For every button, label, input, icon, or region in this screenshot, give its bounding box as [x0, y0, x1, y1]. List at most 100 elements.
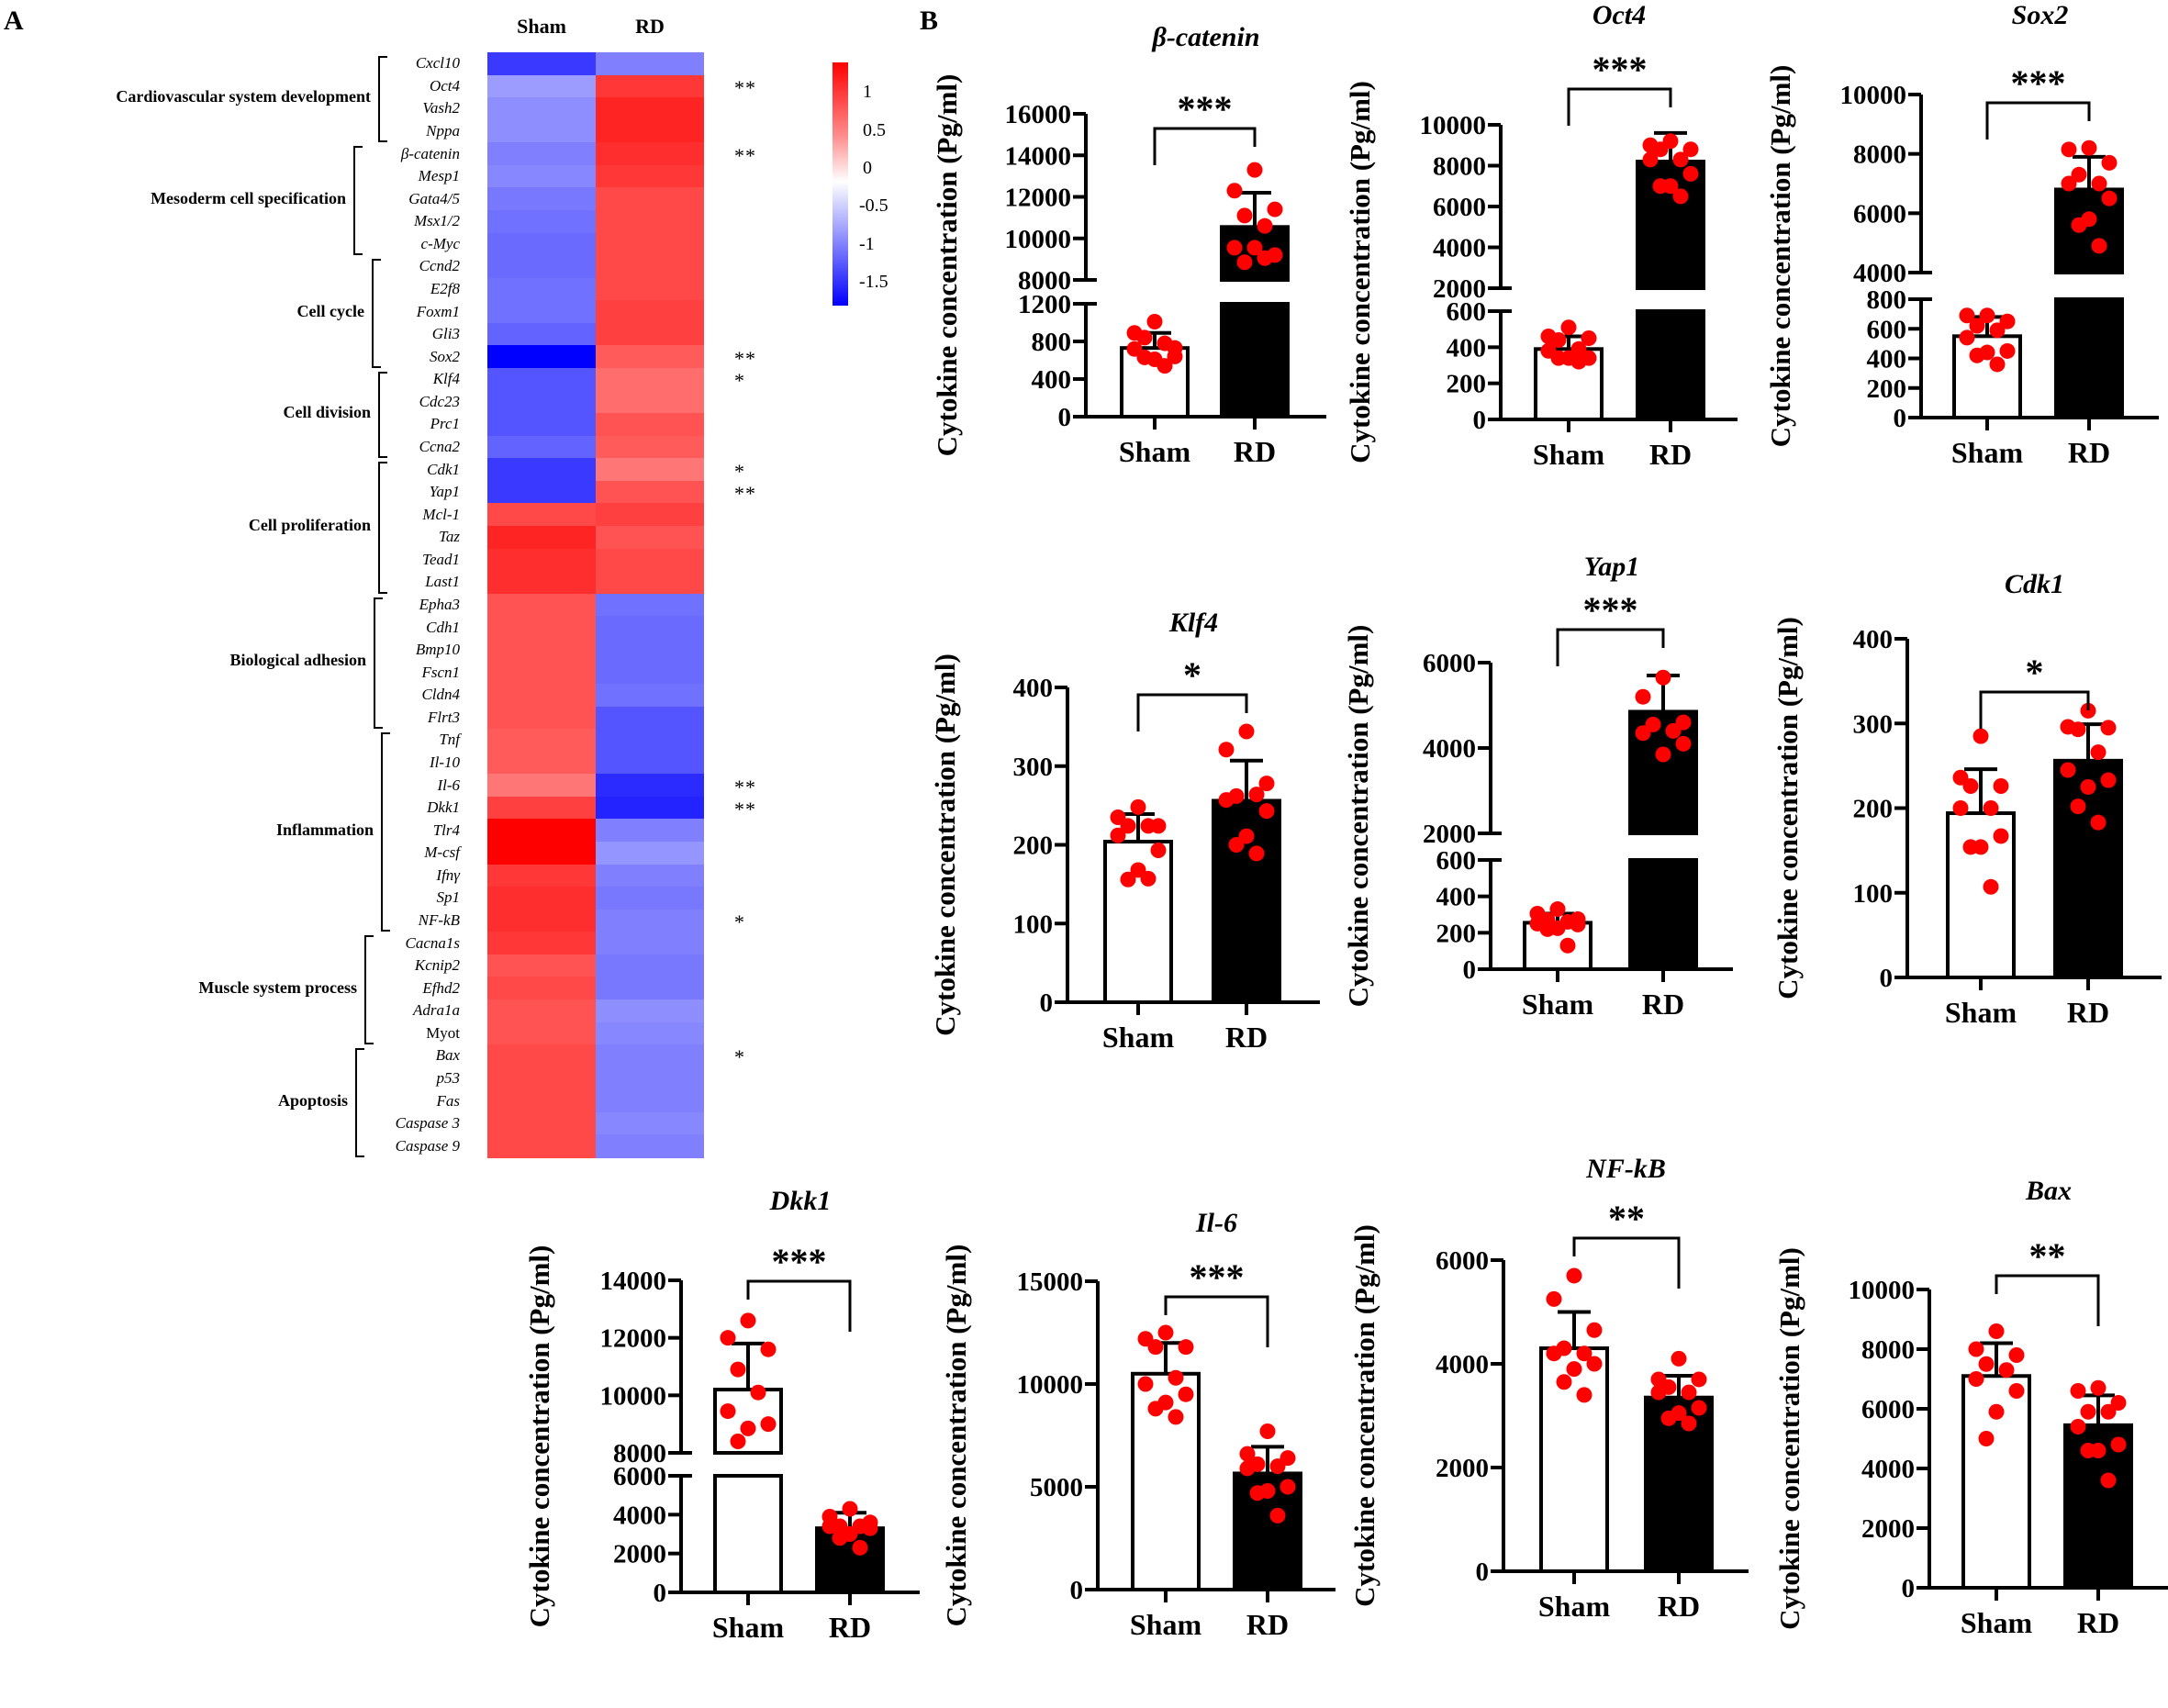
data-point [750, 1384, 766, 1401]
bar-rd-lower [1220, 302, 1290, 419]
heatmap-cell [596, 571, 704, 595]
data-point [1258, 803, 1275, 820]
data-point [1110, 809, 1126, 825]
data-point [1972, 728, 1989, 744]
heatmap-cell [596, 751, 704, 775]
heatmap-cell [596, 593, 704, 617]
heatmap-cell [487, 413, 596, 437]
x-tick-label: Sham [1538, 1590, 1611, 1623]
y-tick-label: 100 [1013, 910, 1054, 939]
data-point [1576, 1387, 1592, 1403]
heatmap-cell [487, 187, 596, 211]
group-bracket [378, 372, 387, 459]
gene-label: c-Myc [420, 234, 460, 252]
heatmap-cell [596, 390, 704, 414]
y-tick-label: 0 [1880, 964, 1894, 993]
data-point [1988, 1323, 2005, 1339]
data-point [1978, 1431, 1995, 1446]
bar-chart-oct4: Oct4 Cytokine concentration (Pg/ml) Sham RD… [1344, 0, 1738, 471]
data-point [1550, 350, 1567, 366]
y-tick-label: 200 [1013, 832, 1054, 861]
y-tick-label: 4000 [613, 1501, 666, 1530]
significance-bracket [1556, 628, 1665, 666]
colorbar-tick-label: -0.5 [859, 195, 888, 217]
gene-label: Fscn1 [421, 663, 460, 681]
data-point [1218, 742, 1235, 758]
group-bracket [364, 935, 374, 1045]
heatmap-cell [487, 322, 596, 346]
data-point [1157, 1324, 1174, 1341]
heatmap-cell [596, 796, 704, 820]
data-point [1989, 322, 2006, 339]
data-point [720, 1403, 736, 1420]
data-point [1136, 349, 1153, 365]
heatmap-cell [487, 210, 596, 234]
y-tick-label: 100 [1853, 879, 1894, 909]
data-point [1681, 1384, 1697, 1401]
chart-title: Dkk1 [769, 1186, 832, 1216]
data-point [2080, 1403, 2096, 1420]
group-label: Cell division [283, 403, 371, 422]
significance-bracket [1136, 693, 1248, 731]
heatmap-cell [596, 526, 704, 550]
heatmap-cell [596, 842, 704, 865]
data-point [2008, 1347, 2025, 1363]
heatmap-cell [487, 887, 596, 910]
group-label: Biological adhesion [229, 651, 366, 670]
data-point [1962, 778, 1979, 795]
group-bracket [372, 259, 381, 368]
heatmap-cell [487, 1111, 596, 1135]
significance-marker: ** [734, 346, 756, 370]
data-point [1246, 240, 1263, 256]
y-tick-label: 400 [1853, 625, 1894, 654]
data-point [1989, 356, 2006, 373]
chart-title: Oct4 [1592, 0, 1646, 30]
heatmap-cell [487, 661, 596, 685]
data-point [760, 1416, 777, 1433]
heatmap-cell [487, 999, 596, 1023]
heatmap-cell [596, 164, 704, 188]
chart-title: NF-kB [1585, 1154, 1666, 1184]
significance-bracket [1567, 87, 1672, 126]
heatmap-cell [596, 661, 704, 685]
y-tick-label: 0 [654, 1579, 667, 1608]
x-tick-label: RD [2077, 1606, 2119, 1639]
data-point [1539, 921, 1556, 937]
significance-bracket [1979, 690, 2090, 729]
heatmap-cell [487, 751, 596, 775]
data-point [1969, 347, 1985, 363]
gene-label: Dkk1 [427, 798, 460, 817]
data-point [1978, 1356, 1995, 1372]
significance-marker: ** [734, 775, 756, 798]
heatmap-cell [596, 616, 704, 640]
heatmap-cell [487, 232, 596, 256]
heatmap-cell [596, 774, 704, 798]
data-point [1691, 1400, 1707, 1416]
heatmap-cell [596, 1066, 704, 1090]
data-point [1671, 1350, 1687, 1367]
data-point [1136, 329, 1153, 346]
data-point [1983, 878, 1999, 895]
heatmap-cell [487, 52, 596, 76]
data-point [1660, 1410, 1677, 1426]
x-tick-label: Sham [712, 1611, 785, 1644]
x-tick-label: RD [1234, 435, 1276, 468]
heatmap-cell [596, 909, 704, 932]
chart-title: Cdk1 [2005, 569, 2064, 599]
y-tick-label: 4000 [1436, 1350, 1489, 1379]
bar-chart-yap1: Yap1 Cytokine concentration (Pg/ml) Sham RD… [1342, 552, 1733, 1021]
data-point [2070, 1419, 2086, 1434]
bar-rd [1644, 1395, 1714, 1573]
bar-rd-lower [1628, 858, 1698, 971]
data-point [1559, 937, 1576, 954]
y-tick-label: 0 [1473, 406, 1487, 435]
y-tick-label: 10000 [1840, 81, 1907, 110]
data-point [1952, 800, 1969, 816]
heatmap-cell [487, 774, 596, 798]
bar-rd-lower [2054, 297, 2124, 419]
data-point [2071, 166, 2087, 183]
group-label: Muscle system process [198, 977, 357, 997]
data-point [1682, 165, 1699, 182]
y-tick-label: 10000 [1849, 1276, 1916, 1305]
gene-label: Ccna2 [419, 438, 460, 455]
